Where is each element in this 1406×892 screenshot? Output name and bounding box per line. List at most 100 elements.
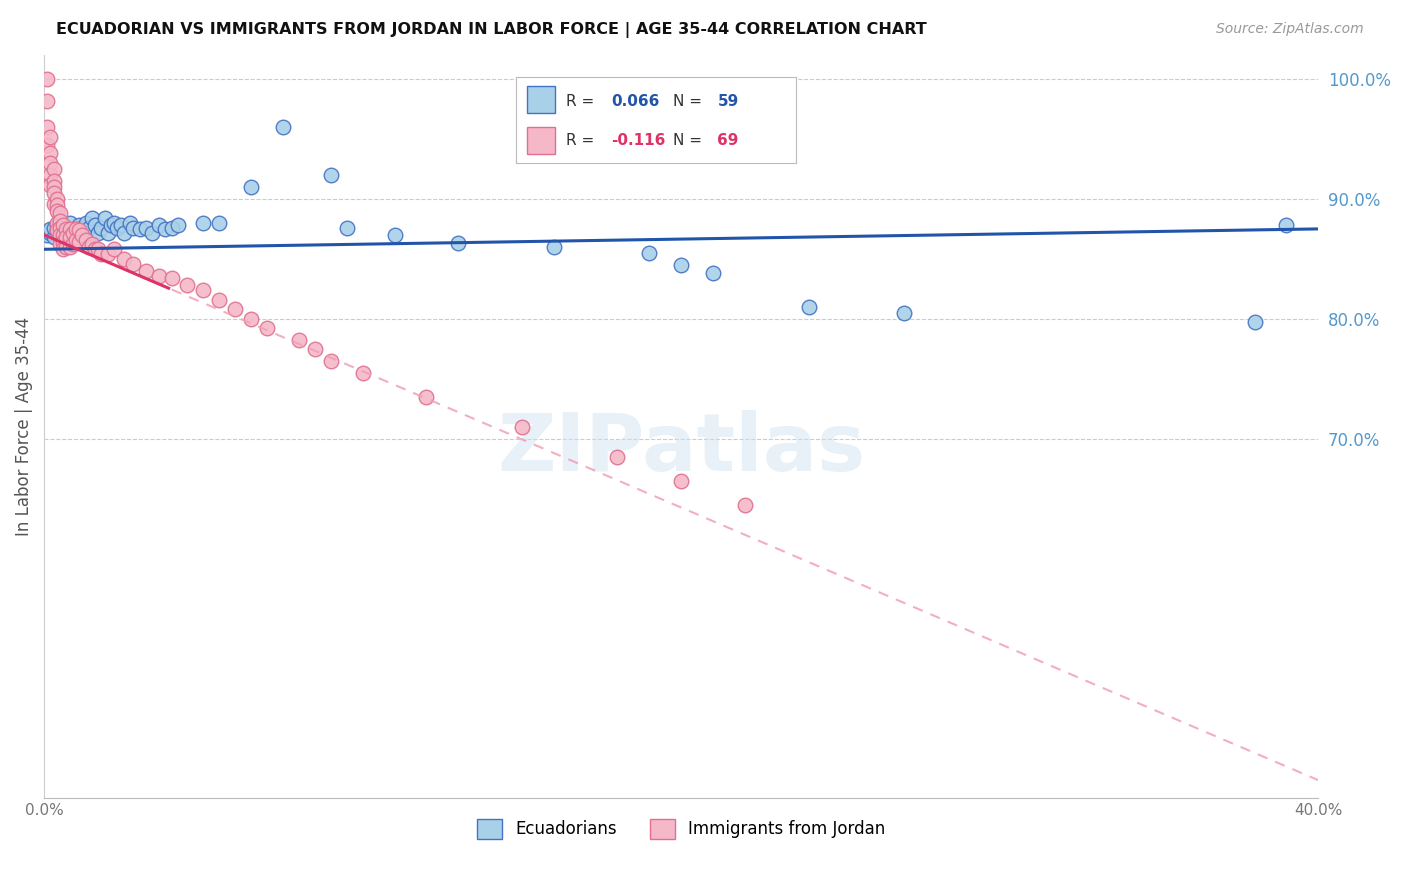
Point <box>52 242 75 256</box>
Y-axis label: In Labor Force | Age 35-44: In Labor Force | Age 35-44 <box>15 317 32 536</box>
Point <box>80 211 103 226</box>
Point <box>135 264 157 278</box>
Point <box>1275 219 1298 233</box>
Point <box>271 120 294 134</box>
Point <box>37 72 59 87</box>
Point <box>543 240 565 254</box>
Point <box>49 216 72 230</box>
Point <box>49 206 72 220</box>
Point <box>240 180 263 194</box>
Point <box>208 216 231 230</box>
Point <box>256 321 278 335</box>
Point <box>65 222 87 236</box>
Point <box>384 227 406 242</box>
Point <box>39 226 62 240</box>
Point <box>122 257 145 271</box>
Text: ECUADORIAN VS IMMIGRANTS FROM JORDAN IN LABOR FORCE | AGE 35-44 CORRELATION CHAR: ECUADORIAN VS IMMIGRANTS FROM JORDAN IN … <box>56 22 927 38</box>
Point <box>288 334 311 348</box>
Point <box>510 419 533 434</box>
Point <box>62 226 84 240</box>
Point <box>37 138 59 153</box>
Point <box>84 242 107 256</box>
Point <box>75 233 97 247</box>
Point <box>447 236 470 251</box>
Point <box>893 306 915 320</box>
Point <box>87 242 110 256</box>
Point <box>87 226 110 240</box>
Point <box>55 230 77 244</box>
Point <box>97 226 120 240</box>
Point <box>58 216 80 230</box>
Point <box>84 219 107 233</box>
Point <box>319 353 342 368</box>
Point <box>45 192 67 206</box>
Point <box>112 252 135 266</box>
Point <box>45 223 67 237</box>
Point <box>100 219 122 233</box>
Point <box>49 213 72 227</box>
Point <box>77 240 100 254</box>
Legend: Ecuadorians, Immigrants from Jordan: Ecuadorians, Immigrants from Jordan <box>470 812 893 846</box>
Point <box>42 174 65 188</box>
Point <box>93 211 115 226</box>
Point <box>39 156 62 170</box>
Point <box>37 227 59 242</box>
Point <box>638 245 661 260</box>
Point <box>55 220 77 235</box>
Point <box>319 168 342 182</box>
Point <box>37 120 59 134</box>
Point <box>77 220 100 235</box>
Point <box>49 220 72 235</box>
Point <box>55 222 77 236</box>
Point <box>42 220 65 235</box>
Point <box>669 474 692 488</box>
Point <box>55 226 77 240</box>
Point <box>65 233 87 247</box>
Point <box>304 342 326 356</box>
Point <box>97 247 120 261</box>
Point <box>1243 315 1265 329</box>
Point <box>72 227 94 242</box>
Point <box>67 223 90 237</box>
Point <box>110 219 132 233</box>
Point <box>39 168 62 182</box>
Point <box>797 300 820 314</box>
Point <box>75 216 97 230</box>
Point <box>42 196 65 211</box>
Point <box>160 271 183 285</box>
Point <box>62 227 84 242</box>
Point <box>49 227 72 242</box>
Point <box>58 230 80 244</box>
Point <box>55 240 77 254</box>
Point <box>122 220 145 235</box>
Point <box>45 203 67 218</box>
Point <box>72 226 94 240</box>
Point <box>103 242 125 256</box>
Point <box>208 293 231 307</box>
Point <box>45 216 67 230</box>
Point <box>39 146 62 161</box>
Point <box>58 223 80 237</box>
Point <box>58 240 80 254</box>
Point <box>45 198 67 212</box>
Point <box>58 222 80 236</box>
Point <box>42 230 65 244</box>
Point <box>90 247 112 261</box>
Point <box>128 222 150 236</box>
Point <box>153 222 176 236</box>
Point <box>45 219 67 233</box>
Point <box>65 222 87 236</box>
Point <box>45 223 67 237</box>
Point <box>193 283 215 297</box>
Point <box>72 220 94 235</box>
Point <box>52 222 75 236</box>
Point <box>67 219 90 233</box>
Point <box>606 450 628 464</box>
Point <box>39 222 62 236</box>
Point <box>148 268 170 283</box>
Point <box>42 180 65 194</box>
Point <box>49 237 72 252</box>
Point <box>240 311 263 326</box>
Point <box>112 226 135 240</box>
Point <box>105 220 128 235</box>
